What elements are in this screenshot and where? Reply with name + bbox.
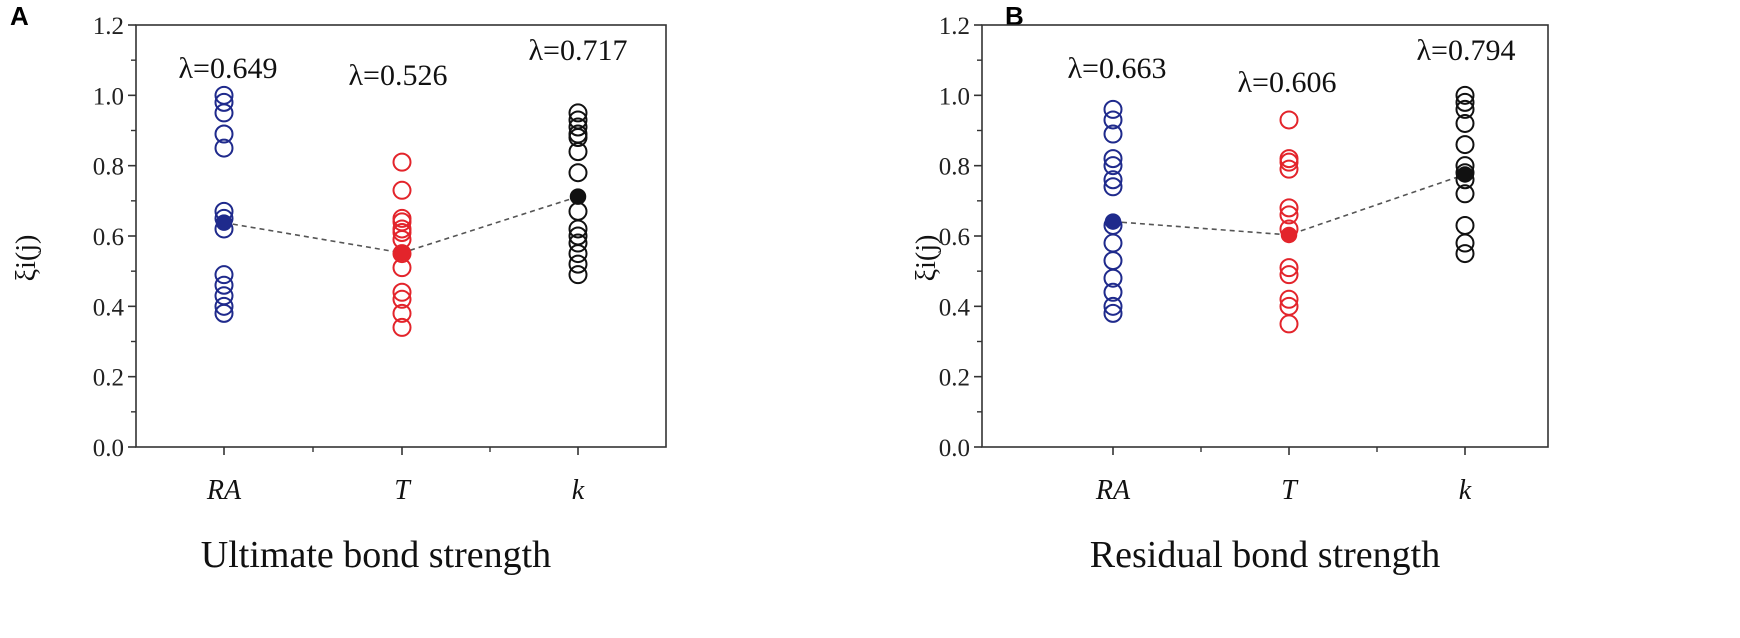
data-point [214,138,234,158]
y-tick-label: 1.0 [93,83,124,110]
x-category-label: k [1459,475,1472,506]
data-point [1279,152,1299,172]
data-point [1455,135,1475,155]
data-point [392,289,412,309]
x-category-label: T [394,475,412,506]
x-category-label: RA [206,475,242,506]
data-point [214,303,234,323]
data-point [568,103,588,123]
data-point [1103,156,1123,176]
data-point [392,303,412,323]
lambda-label: λ=0.794 [1417,34,1516,67]
x-category-label: T [1281,475,1299,506]
data-point [568,142,588,162]
data-point [1103,251,1123,271]
mean-point [569,188,587,205]
y-axis-label: ξi(j) [911,235,942,282]
data-point [1279,289,1299,309]
data-point [1455,184,1475,204]
y-tick-label: 0.0 [939,435,970,462]
data-point [1103,303,1123,323]
data-point [568,117,588,137]
data-point [392,152,412,172]
y-tick-label: 1.0 [939,83,970,110]
lambda-label: λ=0.526 [349,59,448,92]
y-tick-label: 0.0 [93,435,124,462]
data-point [214,265,234,285]
mean-point [215,214,233,231]
mean-point [1280,226,1298,244]
y-tick-label: 0.2 [93,365,124,392]
data-point [1103,99,1123,119]
y-axis-label: ξi(j) [11,235,42,282]
data-point [1455,92,1475,112]
data-point [1103,233,1123,253]
data-point [568,265,588,285]
data-point [1279,265,1299,285]
data-point [1103,282,1123,302]
y-tick-label: 0.2 [939,365,970,392]
x-category-label: RA [1095,475,1131,506]
data-point [392,222,412,242]
y-tick-label: 0.8 [93,154,124,181]
panel-title: Residual bond strength [1090,534,1440,576]
panel-letter-b: B [1005,1,1024,31]
data-point [214,92,234,112]
panel-letter-a: A [10,1,29,31]
x-category-label: k [572,475,585,506]
data-point [1103,177,1123,197]
data-point [1279,205,1299,225]
y-tick-label: 0.4 [93,294,125,321]
data-point [568,128,588,148]
data-point [1103,296,1123,316]
y-tick-label: 1.2 [93,13,124,40]
data-point [568,201,588,221]
data-point [392,317,412,337]
lambda-label: λ=0.606 [1238,66,1337,99]
data-point [1279,110,1299,130]
lambda-label: λ=0.649 [179,52,278,85]
lambda-label: λ=0.663 [1068,52,1167,85]
data-point [568,163,588,183]
mean-point [1104,213,1122,230]
lambda-label: λ=0.717 [529,34,628,67]
data-point [214,275,234,295]
data-point [1103,149,1123,169]
y-tick-label: 0.4 [939,294,971,321]
data-point [1455,244,1475,264]
data-point [568,254,588,274]
data-point [1455,113,1475,133]
data-point [214,103,234,123]
data-point [568,244,588,264]
data-point [392,282,412,302]
y-tick-label: 0.6 [939,224,970,251]
mean-trend-line [1112,173,1466,236]
data-point [1455,233,1475,253]
mean-point [393,244,411,262]
data-point [1455,85,1475,105]
data-point [1103,268,1123,288]
data-point [1103,170,1123,190]
data-point [568,219,588,239]
data-point [1103,110,1123,130]
data-point [1455,99,1475,119]
mean-point [1456,166,1474,183]
data-point [214,296,234,316]
data-point [568,233,588,253]
panel-title: Ultimate bond strength [201,534,551,576]
data-point [1279,198,1299,218]
y-tick-label: 1.2 [939,13,970,40]
data-point [1279,159,1299,179]
data-point [1279,258,1299,278]
data-point [1455,215,1475,235]
y-tick-label: 0.6 [93,224,124,251]
data-point [1279,314,1299,334]
data-point [392,180,412,200]
y-tick-label: 0.8 [939,154,970,181]
data-point [214,124,234,144]
data-point [1103,124,1123,144]
